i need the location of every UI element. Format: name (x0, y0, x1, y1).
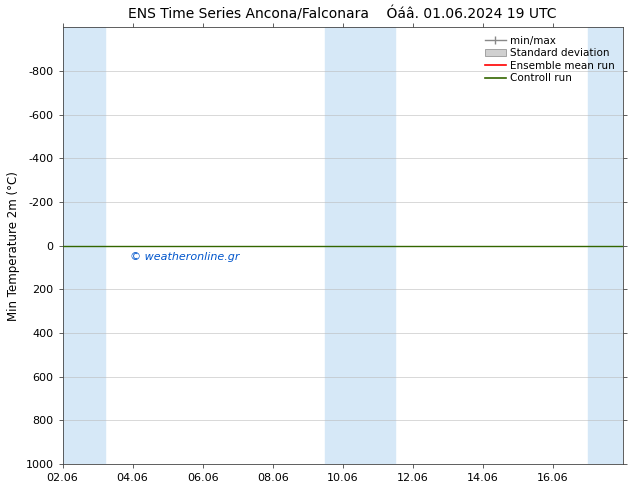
Y-axis label: Min Temperature 2m (°C): Min Temperature 2m (°C) (7, 171, 20, 320)
Title: ENS Time Series Ancona/Falconara    Óáâ. 01.06.2024 19 UTC: ENS Time Series Ancona/Falconara Óáâ. 01… (129, 7, 557, 22)
Bar (325, 27, 395, 464)
Legend: min/max, Standard deviation, Ensemble mean run, Controll run: min/max, Standard deviation, Ensemble me… (482, 32, 618, 87)
Text: © weatheronline.gr: © weatheronline.gr (130, 252, 239, 262)
Bar (63, 27, 105, 464)
Bar (588, 27, 623, 464)
